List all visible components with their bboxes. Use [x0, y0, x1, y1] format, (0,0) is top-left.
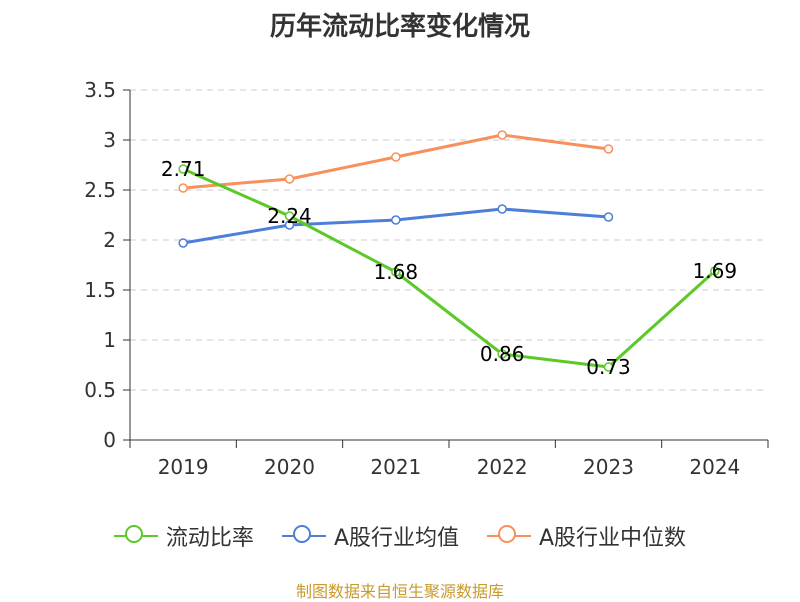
series-line: [182, 167, 716, 369]
data-label: 0.86: [480, 342, 525, 366]
data-point: [497, 130, 507, 140]
data-point: [497, 349, 507, 359]
x-tick-label: 2023: [583, 455, 634, 479]
legend-item[interactable]: 流动比率: [113, 520, 254, 552]
x-tick-label: 2022: [477, 455, 528, 479]
data-point: [284, 220, 295, 230]
x-tick-label: 2024: [689, 455, 740, 479]
y-tick-label: 1: [103, 328, 116, 352]
data-point: [603, 362, 614, 372]
source-note: 制图数据来自恒生聚源数据库: [295, 582, 504, 601]
data-point: [391, 215, 401, 225]
chart-title: 历年流动比率变化情况: [269, 12, 530, 42]
y-tick-label: 3: [103, 128, 116, 152]
data-point: [284, 174, 295, 184]
series-line: [182, 207, 609, 245]
data-label: 0.73: [586, 355, 631, 379]
data-point: [710, 266, 720, 276]
legend-label: A股行业均值: [333, 526, 459, 551]
legend-swatch: [487, 524, 531, 548]
legend-item[interactable]: A股行业均值: [281, 520, 459, 552]
y-tick-label: 1.5: [84, 278, 116, 302]
data-label: 1.69: [693, 259, 738, 283]
data-point: [391, 267, 401, 277]
y-tick-label: 3.5: [84, 78, 116, 102]
legend: 流动比率 A股行业均值 A股行业中位数: [0, 520, 800, 552]
legend-swatch: [281, 524, 326, 548]
legend-label: 流动比率: [165, 526, 254, 551]
y-tick-label: 0: [103, 428, 116, 452]
data-point: [603, 144, 614, 154]
data-point: [603, 212, 614, 222]
y-tick-label: 2.5: [84, 178, 116, 202]
x-tick-label: 2021: [370, 455, 421, 479]
data-point: [391, 152, 401, 162]
data-point: [284, 211, 295, 221]
y-tick-label: 0.5: [84, 378, 116, 402]
x-tick-label: 2020: [264, 455, 315, 479]
data-label: 2.71: [161, 157, 206, 181]
y-tick-label: 2: [103, 228, 116, 252]
data-point: [178, 164, 188, 174]
data-label: 2.24: [267, 204, 312, 228]
legend-label: A股行业中位数: [539, 526, 687, 551]
data-point: [497, 204, 507, 214]
data-point: [178, 238, 188, 248]
data-label: 1.68: [374, 260, 419, 284]
x-tick-label: 2019: [158, 455, 209, 479]
data-point: [178, 183, 188, 193]
legend-swatch: [113, 524, 158, 548]
legend-item[interactable]: A股行业中位数: [487, 520, 686, 552]
